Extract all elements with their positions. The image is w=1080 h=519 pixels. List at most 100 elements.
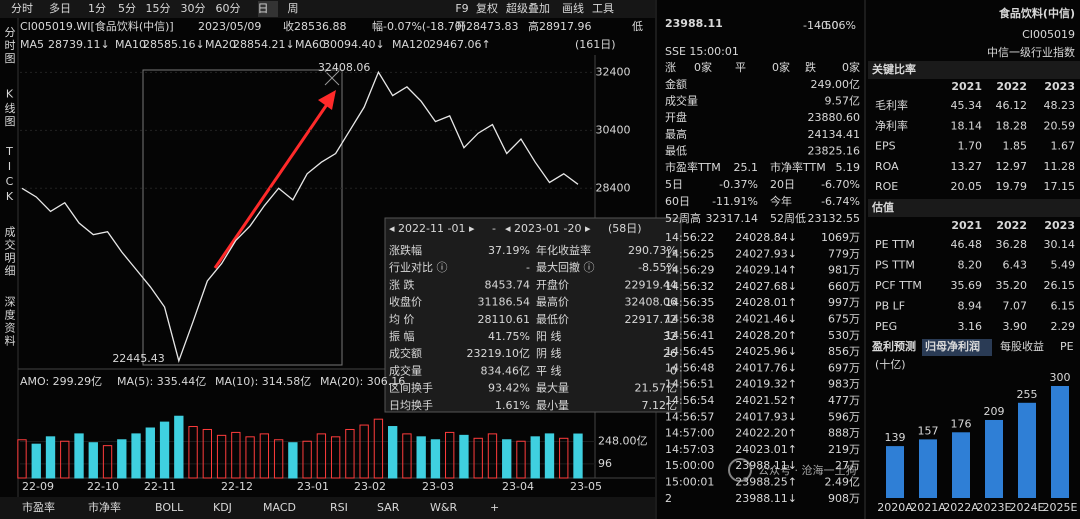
year-header: 2021: [951, 80, 982, 93]
toolbar-tab[interactable]: 分时: [11, 2, 33, 15]
low-label: 22445.43: [112, 352, 165, 365]
toolbar-tab[interactable]: 日: [258, 2, 269, 15]
quote-label: 市净率TTM: [770, 160, 826, 174]
volume-bar: [231, 431, 241, 479]
tick-price: 24017.93↓: [735, 410, 797, 423]
volume-bar: [273, 439, 284, 479]
data-label: 255: [1017, 388, 1038, 401]
toolbar-tool[interactable]: 画线: [562, 1, 584, 15]
stat-label: 均 价: [389, 313, 415, 326]
toolbar-tool[interactable]: 工具: [592, 2, 614, 15]
volume-bar: [245, 436, 255, 479]
toolbar-tab[interactable]: 1分: [88, 2, 106, 15]
ratio-label: PEG: [875, 320, 897, 333]
side-tab[interactable]: 分时图: [3, 26, 16, 65]
volume-bar: [573, 433, 583, 479]
tick-price: 24028.84↓: [735, 231, 797, 244]
tick-volume: 697万: [828, 361, 860, 374]
toolbar-tool[interactable]: F9: [455, 2, 468, 15]
quote-label: 60日: [665, 195, 690, 208]
stat-value: -8.55%: [638, 261, 677, 274]
stat-value: 22917.72: [625, 313, 678, 326]
tick-price: 23988.11↓: [735, 492, 797, 505]
bottom-tab[interactable]: RSI: [330, 501, 348, 514]
toolbar-tab[interactable]: 60分: [216, 2, 241, 15]
bottom-tab[interactable]: SAR: [377, 501, 400, 514]
quote-value: -0.37%: [719, 178, 758, 191]
data-label: 176: [951, 417, 972, 430]
stat-value: 37.19%: [488, 244, 530, 257]
quote-label: 52周高: [665, 211, 701, 225]
side-tab[interactable]: 成交明细: [3, 226, 16, 278]
volume-bar: [216, 434, 227, 479]
stat-label: 最低价: [536, 313, 569, 326]
forecast-tab[interactable]: PE: [1060, 340, 1074, 353]
quote-value: 25.1: [734, 161, 759, 174]
section-band: [868, 61, 1080, 79]
stat-value: 93.42%: [488, 382, 530, 395]
stat-label: 区间换手: [389, 381, 433, 395]
bottom-tab[interactable]: MACD: [263, 501, 296, 514]
forecast-tab[interactable]: 归母净利润: [925, 339, 980, 353]
ma-days: (161日): [575, 38, 616, 51]
change: -14.50: [803, 19, 838, 32]
quote-value: 9.57亿: [825, 95, 861, 108]
toolbar-tab[interactable]: 30分: [181, 2, 206, 15]
side-tab[interactable]: 深度资料: [3, 296, 16, 348]
volume-bar: [316, 433, 327, 479]
bottom-tab[interactable]: 市盈率: [22, 500, 55, 514]
ratio-value: 18.28: [996, 119, 1028, 132]
x-tick-label: 2020A: [877, 501, 913, 514]
tick-volume: 779万: [828, 247, 860, 260]
year-header: 2022: [996, 80, 1027, 93]
toolbar-tool[interactable]: 复权: [476, 1, 498, 15]
stat-value: 31186.54: [478, 296, 531, 309]
quote-label: 最低: [665, 144, 687, 157]
tick-price: 24027.68↓: [735, 280, 797, 293]
bottom-tab[interactable]: BOLL: [155, 501, 184, 514]
toolbar-tool[interactable]: 超级叠加: [506, 1, 550, 15]
breadth: 0家: [694, 60, 712, 74]
bottom-tab[interactable]: W&R: [430, 501, 457, 514]
stat-label: 收盘价: [389, 295, 422, 309]
forecast-bar: [886, 446, 904, 498]
toolbar-tab[interactable]: 15分: [146, 2, 171, 15]
toolbar-tab[interactable]: 5分: [118, 2, 136, 15]
volume-bar: [202, 428, 213, 479]
header-close: 收28536.88: [283, 19, 347, 33]
tick-time: 15:00:01: [665, 476, 714, 489]
range-end[interactable]: ◂ 2023-01 -20 ▸: [505, 222, 591, 235]
toolbar-tab[interactable]: 周: [288, 2, 299, 15]
range-start[interactable]: ◂ 2022-11 -01 ▸: [389, 222, 475, 235]
toolbar-tab[interactable]: 多日: [49, 1, 71, 15]
tick-price: 23988.25↑: [735, 476, 797, 489]
quote-value: 23132.55: [808, 212, 861, 225]
tick-price: 24021.52↑: [735, 394, 797, 407]
ratio-value: 7.07: [1003, 300, 1028, 313]
side-tab[interactable]: K线图: [3, 88, 16, 129]
tick-time: 14:56:51: [665, 378, 714, 391]
x-tick-label: 23-01: [297, 480, 329, 493]
bottom-tab[interactable]: +: [490, 501, 499, 514]
side-tab[interactable]: TICK: [3, 145, 16, 205]
bottom-tab[interactable]: KDJ: [213, 501, 232, 514]
ratio-value: 30.14: [1044, 238, 1076, 251]
quote-label: 金额: [665, 77, 687, 91]
tick-time: 14:56:25: [665, 247, 714, 260]
breadth: 0家: [842, 60, 860, 74]
x-tick-label: 23-02: [354, 480, 386, 493]
forecast-tab[interactable]: 每股收益: [1000, 339, 1044, 353]
x-tick-label: 23-03: [422, 480, 454, 493]
x-tick-label: 22-10: [87, 480, 119, 493]
x-tick-label: 2024E: [1010, 501, 1045, 514]
close-icon[interactable]: [324, 70, 340, 86]
volume-legend: MA(5): 335.44亿: [117, 375, 206, 388]
volume-bar: [416, 436, 426, 479]
x-tick-label: 2021A: [910, 501, 946, 514]
volume-bar: [330, 436, 341, 479]
year-header: 2023: [1044, 219, 1075, 232]
bottom-tab[interactable]: 市净率: [88, 500, 121, 514]
quote-label: 开盘: [665, 110, 687, 124]
volume-bar: [102, 445, 113, 479]
